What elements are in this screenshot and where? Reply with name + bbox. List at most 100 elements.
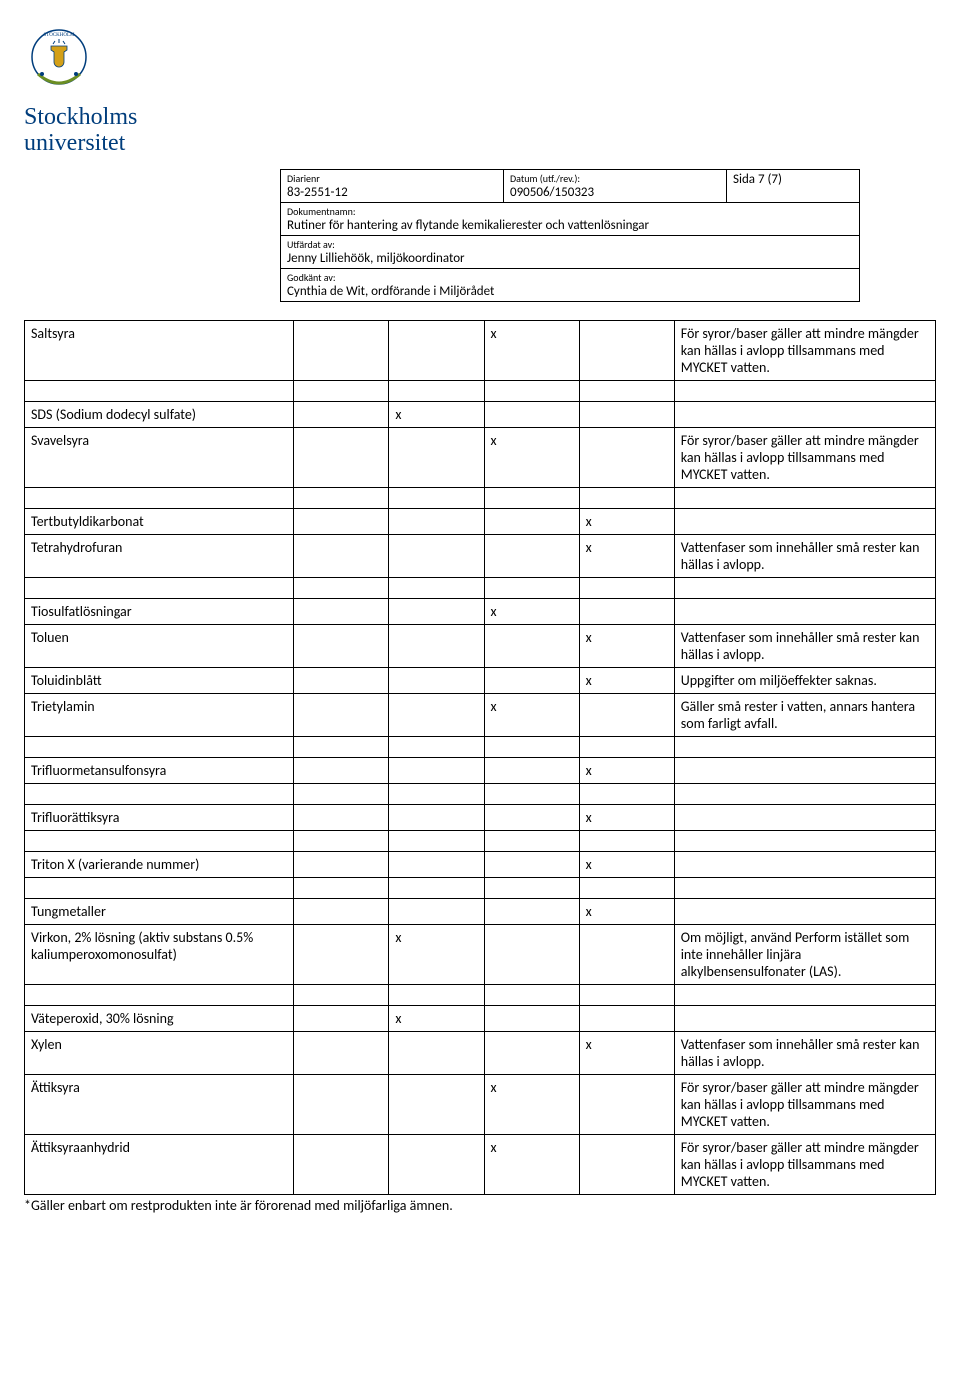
spacer-row bbox=[25, 577, 936, 598]
mark-col-1 bbox=[294, 534, 389, 577]
chemical-name: SDS (Sodium dodecyl sulfate) bbox=[25, 401, 294, 427]
utfardat-value: Jenny Lilliehöök, miljökoordinator bbox=[287, 251, 853, 266]
comment-cell: För syror/baser gäller att mindre mängde… bbox=[674, 1134, 935, 1194]
mark-col-1 bbox=[294, 693, 389, 736]
mark-col-2 bbox=[389, 427, 484, 487]
mark-col-4: x bbox=[579, 898, 674, 924]
mark-col-4: x bbox=[579, 851, 674, 877]
table-row: Trifluormetansulfonsyrax bbox=[25, 757, 936, 783]
mark-col-3 bbox=[484, 898, 579, 924]
mark-col-4 bbox=[579, 401, 674, 427]
table-row: Tungmetaller x bbox=[25, 898, 936, 924]
table-row: SaltsyraxFör syror/baser gäller att mind… bbox=[25, 320, 936, 380]
dokumentnamn-value: Rutiner för hantering av flytande kemika… bbox=[287, 218, 853, 233]
table-row: Virkon, 2% lösning (aktiv substans 0.5% … bbox=[25, 924, 936, 984]
comment-cell: För syror/baser gäller att mindre mängde… bbox=[674, 1074, 935, 1134]
mark-col-1 bbox=[294, 401, 389, 427]
mark-col-1 bbox=[294, 598, 389, 624]
comment-cell: Gäller små rester i vatten, annars hante… bbox=[674, 693, 935, 736]
datum-label: Datum (utf./rev.): bbox=[510, 172, 720, 185]
mark-col-4 bbox=[579, 1134, 674, 1194]
mark-col-4 bbox=[579, 924, 674, 984]
crest-icon: STOCKHOLM bbox=[24, 24, 94, 94]
mark-col-3 bbox=[484, 1031, 579, 1074]
spacer-row bbox=[25, 380, 936, 401]
mark-col-3 bbox=[484, 851, 579, 877]
chemical-table: SaltsyraxFör syror/baser gäller att mind… bbox=[24, 320, 936, 1195]
comment-cell bbox=[674, 851, 935, 877]
mark-col-3 bbox=[484, 924, 579, 984]
mark-col-4 bbox=[579, 598, 674, 624]
comment-cell: Vattenfaser som innehåller små rester ka… bbox=[674, 624, 935, 667]
mark-col-2 bbox=[389, 804, 484, 830]
mark-col-1 bbox=[294, 624, 389, 667]
table-row: Trifluorättiksyrax bbox=[25, 804, 936, 830]
table-row: Toluidinblått xUppgifter om miljöeffekter… bbox=[25, 667, 936, 693]
mark-col-2 bbox=[389, 1134, 484, 1194]
mark-col-4 bbox=[579, 1074, 674, 1134]
mark-col-2: x bbox=[389, 401, 484, 427]
mark-col-4: x bbox=[579, 534, 674, 577]
comment-cell: För syror/baser gäller att mindre mängde… bbox=[674, 427, 935, 487]
mark-col-2 bbox=[389, 598, 484, 624]
spacer-row bbox=[25, 736, 936, 757]
mark-col-2 bbox=[389, 851, 484, 877]
chemical-name: Virkon, 2% lösning (aktiv substans 0.5% … bbox=[25, 924, 294, 984]
chemical-name: Trifluorättiksyra bbox=[25, 804, 294, 830]
mark-col-1 bbox=[294, 1031, 389, 1074]
diarienr-label: Diarienr bbox=[287, 172, 497, 185]
mark-col-3: x bbox=[484, 1134, 579, 1194]
svg-text:STOCKHOLM: STOCKHOLM bbox=[43, 33, 75, 38]
comment-cell: Om möjligt, använd Perform istället som … bbox=[674, 924, 935, 984]
table-row: SDS (Sodium dodecyl sulfate) x bbox=[25, 401, 936, 427]
comment-cell bbox=[674, 757, 935, 783]
chemical-name: Tungmetaller bbox=[25, 898, 294, 924]
table-row: ÄttiksyraanhydridxFör syror/baser gäller… bbox=[25, 1134, 936, 1194]
spacer-row bbox=[25, 487, 936, 508]
comment-cell bbox=[674, 1005, 935, 1031]
mark-col-1 bbox=[294, 804, 389, 830]
comment-cell: Uppgifter om miljöeffekter saknas. bbox=[674, 667, 935, 693]
university-logo: STOCKHOLM Stockholms universitet bbox=[24, 24, 936, 157]
chemical-name: Tiosulfatlösningar bbox=[25, 598, 294, 624]
mark-col-2 bbox=[389, 1074, 484, 1134]
table-row: Tertbutyldikarbonat x bbox=[25, 508, 936, 534]
chemical-name: Tetrahydrofuran bbox=[25, 534, 294, 577]
mark-col-3 bbox=[484, 667, 579, 693]
comment-cell bbox=[674, 804, 935, 830]
mark-col-1 bbox=[294, 427, 389, 487]
mark-col-2: x bbox=[389, 1005, 484, 1031]
comment-cell bbox=[674, 401, 935, 427]
mark-col-1 bbox=[294, 757, 389, 783]
spacer-row bbox=[25, 783, 936, 804]
spacer-row bbox=[25, 830, 936, 851]
chemical-name: Tertbutyldikarbonat bbox=[25, 508, 294, 534]
mark-col-4: x bbox=[579, 508, 674, 534]
mark-col-3 bbox=[484, 804, 579, 830]
dokumentnamn-label: Dokumentnamn: bbox=[287, 205, 853, 218]
mark-col-4 bbox=[579, 1005, 674, 1031]
chemical-name: Svavelsyra bbox=[25, 427, 294, 487]
mark-col-2 bbox=[389, 757, 484, 783]
mark-col-1 bbox=[294, 1134, 389, 1194]
table-row: SvavelsyraxFör syror/baser gäller att mi… bbox=[25, 427, 936, 487]
godkant-value: Cynthia de Wit, ordförande i Miljörådet bbox=[287, 284, 853, 299]
sida-value: Sida 7 (7) bbox=[733, 172, 853, 187]
logo-text-line2: universitet bbox=[24, 130, 936, 156]
chemical-name: Ättiksyra bbox=[25, 1074, 294, 1134]
diarienr-value: 83-2551-12 bbox=[287, 185, 497, 200]
mark-col-2 bbox=[389, 693, 484, 736]
chemical-name: Saltsyra bbox=[25, 320, 294, 380]
comment-cell bbox=[674, 898, 935, 924]
chemical-name: Triton X (varierande nummer) bbox=[25, 851, 294, 877]
mark-col-3 bbox=[484, 624, 579, 667]
chemical-name: Trifluormetansulfonsyra bbox=[25, 757, 294, 783]
mark-col-4: x bbox=[579, 667, 674, 693]
chemical-name: Trietylamin bbox=[25, 693, 294, 736]
chemical-name: Toluidinblått bbox=[25, 667, 294, 693]
table-row: Väteperoxid, 30% lösningx bbox=[25, 1005, 936, 1031]
mark-col-3: x bbox=[484, 693, 579, 736]
mark-col-3 bbox=[484, 1005, 579, 1031]
mark-col-1 bbox=[294, 851, 389, 877]
mark-col-1 bbox=[294, 924, 389, 984]
